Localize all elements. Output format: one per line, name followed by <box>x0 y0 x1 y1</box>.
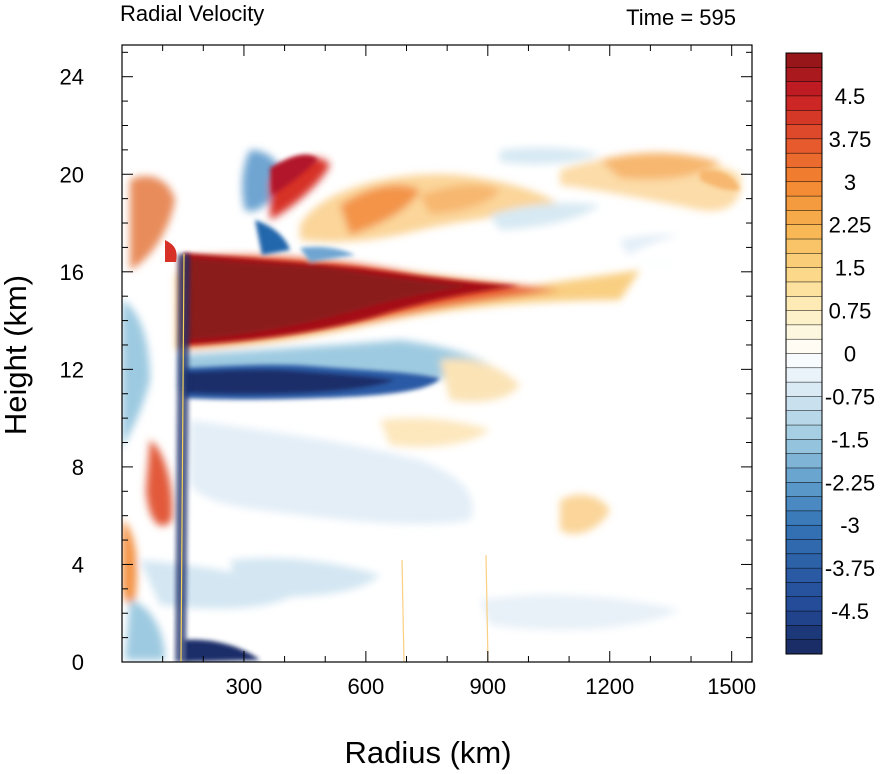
colorbar-segment <box>786 296 822 311</box>
colorbar-label: -3.75 <box>825 556 875 581</box>
colorbar-segment <box>786 553 822 569</box>
chart-title-left: Radial Velocity <box>120 1 264 26</box>
colorbar-segment <box>786 611 822 626</box>
colorbar <box>785 52 823 655</box>
y-tick-label: 16 <box>60 260 84 285</box>
y-tick-labels: 0 4 8 12 16 20 24 <box>60 65 84 675</box>
colorbar-segment <box>786 253 822 268</box>
colorbar-label: 0 <box>844 342 856 367</box>
x-tick-label: 300 <box>226 674 263 699</box>
y-tick-label: 8 <box>72 455 84 480</box>
colorbar-segment <box>786 367 822 383</box>
y-tick-label: 0 <box>72 650 84 675</box>
colorbar-segment <box>786 167 822 183</box>
y-axis-label: Height (km) <box>0 275 33 435</box>
colorbar-segment <box>786 396 822 412</box>
colorbar-segment <box>786 439 822 454</box>
colorbar-segment <box>786 382 822 397</box>
colorbar-label: 3.75 <box>829 127 872 152</box>
colorbar-segment <box>786 596 822 612</box>
colorbar-segment <box>786 496 822 512</box>
colorbar-segment <box>786 582 822 598</box>
colorbar-label: 0.75 <box>829 299 872 324</box>
plot-frame <box>121 44 753 663</box>
colorbar-label: 1.5 <box>835 256 866 281</box>
colorbar-segment <box>786 353 822 369</box>
colorbar-segment <box>786 639 822 655</box>
colorbar-label: -3 <box>840 513 860 538</box>
chart-title-right: Time = 595 <box>626 5 736 30</box>
colorbar-segment <box>786 110 822 125</box>
x-tick-label: 1200 <box>585 674 634 699</box>
x-tick-label: 600 <box>348 674 385 699</box>
colorbar-segment <box>786 124 822 140</box>
colorbar-segment <box>786 281 822 297</box>
colorbar-segment <box>786 324 822 340</box>
colorbar-label: -1.5 <box>831 427 869 452</box>
colorbar-label: 2.25 <box>829 213 872 238</box>
colorbar-segment <box>786 81 822 97</box>
colorbar-label: 3 <box>844 170 856 195</box>
colorbar-segment <box>786 539 822 555</box>
colorbar-segment <box>786 568 822 583</box>
colorbar-segment <box>786 453 822 469</box>
colorbar-segment <box>786 196 822 211</box>
y-tick-label: 4 <box>72 552 84 577</box>
colorbar-labels: 4.5 3.75 3 2.25 1.5 0.75 0 -0.75 -1.5 -2.25 -3 -3.7… <box>825 84 875 624</box>
colorbar-segment <box>786 410 822 426</box>
colorbar-segment <box>786 625 822 640</box>
colorbar-segment <box>786 425 822 440</box>
colorbar-segment <box>786 239 822 254</box>
colorbar-label: -4.5 <box>831 599 869 624</box>
x-tick-label: 900 <box>469 674 506 699</box>
x-axis-label: Radius (km) <box>344 735 511 770</box>
colorbar-segment <box>786 138 822 154</box>
colorbar-frame <box>785 52 823 655</box>
colorbar-label: 4.5 <box>835 84 866 109</box>
colorbar-segment <box>786 510 822 526</box>
colorbar-segment <box>786 267 822 283</box>
colorbar-segment <box>786 339 822 354</box>
colorbar-segment <box>786 210 822 226</box>
y-tick-label: 24 <box>60 65 84 90</box>
colorbar-segment <box>786 482 822 497</box>
colorbar-segment <box>786 153 822 168</box>
axis-ticks <box>122 45 752 662</box>
colorbar-label: -0.75 <box>825 384 875 409</box>
x-tick-labels: 300 600 900 1200 1500 <box>226 674 757 699</box>
y-tick-label: 20 <box>60 162 84 187</box>
colorbar-segment <box>786 53 822 68</box>
colorbar-segment <box>786 224 822 240</box>
x-tick-label: 1500 <box>707 674 756 699</box>
colorbar-segment <box>786 181 822 197</box>
colorbar-segment <box>786 467 822 483</box>
colorbar-segment <box>786 310 822 326</box>
y-tick-label: 12 <box>60 357 84 382</box>
colorbar-segment <box>786 525 822 540</box>
colorbar-segment <box>786 95 822 111</box>
heatmap-field <box>122 45 752 662</box>
colorbar-segment <box>786 67 822 82</box>
colorbar-label: -2.25 <box>825 470 875 495</box>
